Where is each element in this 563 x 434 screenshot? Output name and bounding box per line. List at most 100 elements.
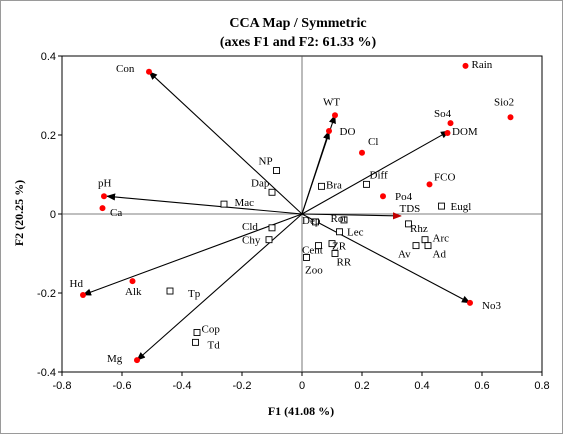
y-tick-label: 0.4	[41, 51, 56, 63]
point-label-ad: Ad	[433, 248, 447, 260]
point-label-cent: Cent	[302, 245, 323, 257]
species-point-td	[192, 338, 199, 346]
point-label-do: DO	[340, 126, 356, 138]
vector-dom	[301, 130, 450, 215]
point-label-ca: Ca	[110, 207, 122, 219]
vector-mg	[136, 213, 303, 361]
point-label-lec: Lec	[347, 227, 364, 239]
species-point-np	[273, 167, 280, 175]
species-point-zoo	[303, 253, 310, 261]
env-point-wt	[332, 112, 338, 119]
species-point-dap	[268, 188, 276, 196]
x-tick-label: 0.4	[414, 380, 429, 392]
x-tick-label: -0.8	[53, 380, 72, 392]
point-label-po4: Po4	[395, 191, 413, 203]
point-label-av: Av	[398, 248, 411, 260]
point-label-diff: Diff	[370, 169, 388, 181]
x-tick-label: -0.6	[113, 380, 132, 392]
species-point-arc	[421, 236, 429, 244]
point-label-cl: Cl	[368, 136, 378, 148]
species-point-rot	[340, 216, 348, 224]
point-label-con: Con	[116, 63, 135, 75]
chart-subtitle: (axes F1 and F2: 61.33 %)	[220, 35, 377, 50]
point-label-rot: Rot	[331, 213, 347, 225]
point-label-alk: Alk	[125, 286, 142, 298]
point-label-cop: Cop	[202, 324, 221, 336]
point-label-dep: Dep	[302, 215, 321, 227]
point-label-tds: TDS	[400, 203, 421, 215]
env-point-con	[146, 68, 152, 75]
point-label-chy: Chy	[242, 235, 261, 247]
y-axis-title: F2 (20.25 %)	[12, 180, 26, 246]
point-label-hd: Hd	[70, 278, 84, 290]
x-axis-title: F1 (41.08 %)	[268, 404, 334, 418]
species-point-diff	[363, 180, 370, 188]
point-label-tp: Tp	[188, 288, 201, 300]
species-point-cld	[268, 224, 276, 232]
env-point-so4	[447, 120, 454, 127]
point-label-zr: ZR	[332, 241, 347, 253]
plot-area: -0.8 -0.6 -0.4 -0.2 0 0.2 0.4 0.6 0.8 -0.4 -0.2 0 0.…	[37, 51, 550, 392]
env-point-no3	[467, 299, 473, 306]
species-point-rhz	[405, 220, 412, 228]
point-label-np: NP	[259, 156, 273, 168]
y-tick-label: -0.4	[37, 367, 56, 379]
env-point-mg	[134, 357, 140, 364]
species-point-bra	[318, 182, 325, 190]
x-tick-label: 0.2	[354, 380, 369, 392]
species-point-zr	[328, 240, 336, 248]
species-point-rr	[331, 250, 339, 257]
x-tick-label: 0	[299, 380, 305, 392]
point-label-rain: Rain	[472, 59, 493, 71]
point-label-no3: No3	[482, 300, 501, 312]
env-point-do	[326, 128, 332, 135]
species-point-av	[412, 242, 420, 250]
env-point-ph	[101, 193, 107, 200]
env-point-fco	[426, 181, 433, 188]
point-label-mac: Mac	[235, 197, 255, 209]
point-label-dap: Dap	[251, 177, 270, 189]
point-label-fco: FCO	[434, 171, 455, 183]
y-tick-label: -0.2	[37, 288, 56, 300]
x-tick-label: -0.4	[173, 380, 192, 392]
x-tick-label: 0.8	[534, 380, 549, 392]
point-label-sio2: Sio2	[494, 96, 514, 108]
env-point-hd	[80, 291, 86, 298]
point-label-td: Td	[208, 339, 221, 351]
vector-no3	[301, 213, 471, 304]
x-tick-label: 0.6	[474, 380, 489, 392]
species-point-tp	[166, 287, 174, 295]
chart-title: CCA Map / Symmetric	[229, 16, 366, 31]
vector-do	[301, 130, 330, 215]
vector-con	[148, 71, 303, 215]
point-label-ph: pH	[98, 177, 112, 189]
env-point-rain	[462, 62, 469, 69]
env-point-cl	[359, 149, 365, 156]
env-point-po4	[380, 193, 386, 200]
point-label-rhz: Rhz	[410, 223, 428, 235]
point-label-bra: Bra	[326, 179, 342, 191]
point-label-wt: WT	[323, 96, 340, 108]
point-label-zoo: Zoo	[305, 264, 323, 276]
point-label-dom: DOM	[452, 126, 478, 138]
env-point-dom	[444, 130, 451, 137]
vector-hd	[82, 213, 303, 296]
env-point-ca	[99, 205, 106, 212]
point-label-cld: Cld	[242, 221, 258, 233]
species-point-ad	[424, 242, 432, 250]
species-point-cop	[193, 329, 201, 336]
species-point-cent	[315, 242, 322, 250]
point-label-rr: RR	[337, 256, 352, 268]
env-point-sio2	[507, 114, 514, 121]
point-label-so4: So4	[434, 108, 452, 120]
vector-tds	[301, 212, 402, 220]
point-label-mg: Mg	[107, 353, 123, 365]
species-point-mac	[220, 200, 228, 208]
species-point-chy	[265, 236, 273, 244]
x-tick-label: -0.2	[233, 380, 252, 392]
species-point-dep	[312, 218, 319, 226]
env-point-alk	[129, 278, 136, 285]
y-tick-label: 0.2	[41, 130, 56, 142]
